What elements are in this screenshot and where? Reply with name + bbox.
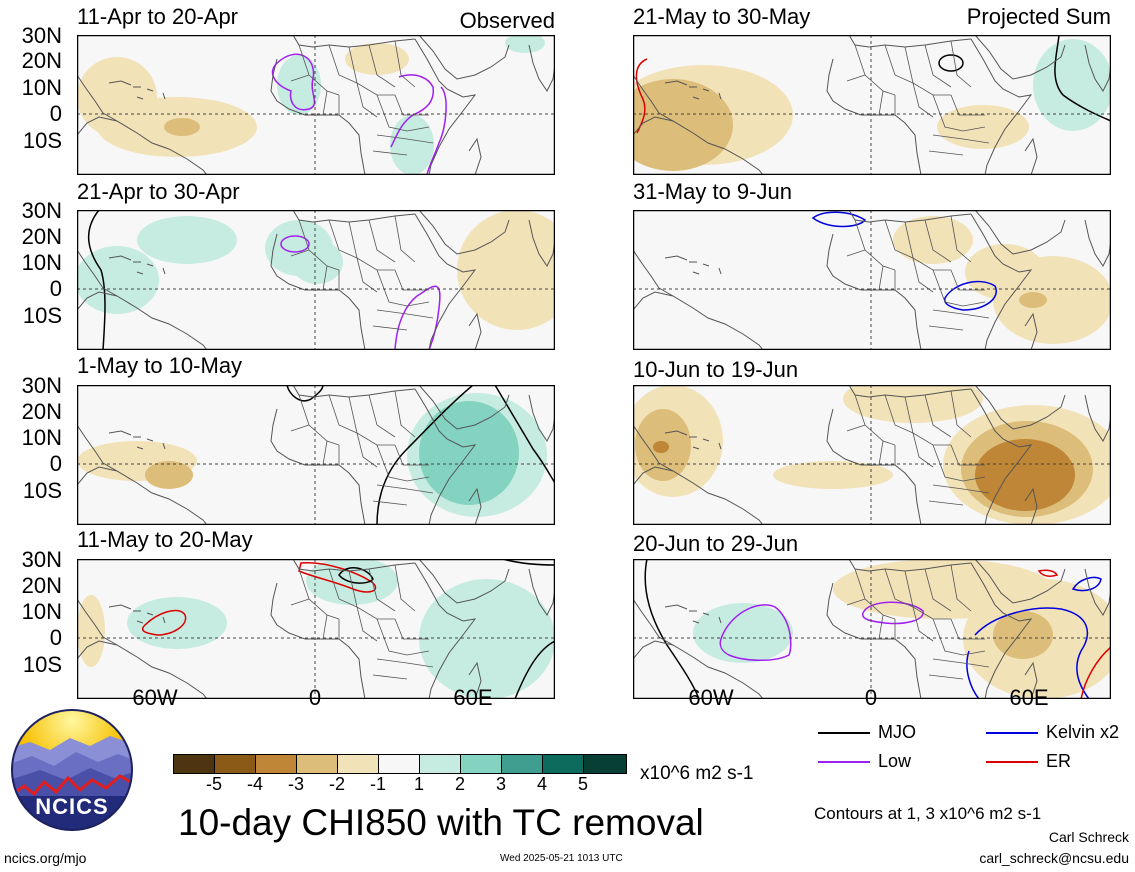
lat-label: 10N (21, 250, 62, 275)
lon-label: 60E (453, 685, 493, 710)
colorbar-tick: 2 (454, 774, 465, 794)
lat-label: 0 (49, 101, 62, 126)
colorbar-tick: -4 (246, 774, 263, 794)
timestamp: Wed 2025-05-21 1013 UTC (500, 853, 623, 864)
legend-line-kelvin (986, 732, 1038, 734)
colorbar-swatch (297, 755, 338, 773)
map-panel-right-1 (633, 35, 1111, 175)
lon-label: 60W (688, 685, 734, 710)
colorbar-swatch (502, 755, 543, 773)
lat-label: 30N (21, 198, 62, 223)
source-url[interactable]: ncics.org/mjo (4, 850, 87, 866)
lat-label: 10S (22, 652, 62, 677)
observed-label: Observed (459, 8, 555, 33)
map-panel-left-3 (77, 385, 555, 525)
lat-label: 10N (21, 599, 62, 624)
colorbar-swatch (256, 755, 297, 773)
colorbar-swatch (338, 755, 379, 773)
panel-title-right-1: 21-May to 30-May (633, 4, 811, 29)
legend-label-er: ER (1046, 751, 1072, 771)
colorbar-swatch (584, 755, 626, 773)
lat-label: 10N (21, 75, 62, 100)
logo-text: NCICS (35, 794, 109, 819)
colorbar-swatch (461, 755, 502, 773)
panel-title-left-3: 1-May to 10-May (77, 353, 243, 378)
colorbar-swatch (379, 755, 420, 773)
lon-label: 0 (864, 685, 878, 710)
legend-label-kelvin: Kelvin x2 (1046, 722, 1120, 742)
colorbar-tick: 3 (495, 774, 506, 794)
panel-title-left-2: 21-Apr to 30-Apr (77, 179, 240, 204)
colorbar-tick: 1 (413, 774, 424, 794)
lon-label: 0 (308, 685, 322, 710)
panel-title-right-3: 10-Jun to 19-Jun (633, 357, 799, 382)
lon-label: 60W (132, 685, 178, 710)
lat-label: 10S (22, 478, 62, 503)
map-panel-right-4 (633, 559, 1111, 699)
colorbar (173, 754, 627, 774)
colorbar-swatch (174, 755, 215, 773)
contour-note: Contours at 1, 3 x10^6 m2 s-1 (814, 804, 1042, 823)
colorbar-tick: 5 (577, 774, 588, 794)
lat-label: 20N (21, 573, 62, 598)
colorbar-tick: -2 (328, 774, 345, 794)
legend-line-mjo (818, 732, 870, 734)
colorbar-tick: -1 (369, 774, 386, 794)
ncics-logo: NCICS (10, 708, 134, 832)
lat-label: 30N (21, 23, 62, 48)
units-label: x10^6 m2 s-1 (640, 763, 754, 784)
colorbar-swatch (215, 755, 256, 773)
map-panel-right-2 (633, 210, 1111, 350)
main-title: 10-day CHI850 with TC removal (178, 802, 704, 843)
panel-title-right-2: 31-May to 9-Jun (633, 179, 792, 204)
colorbar-swatch (543, 755, 584, 773)
lat-label: 10S (22, 128, 62, 153)
lat-label: 20N (21, 48, 62, 73)
legend-line-low (818, 761, 870, 763)
map-panel-left-4 (77, 559, 555, 699)
lat-label: 0 (49, 625, 62, 650)
panel-title-left-1: 11-Apr to 20-Apr (77, 4, 239, 29)
lat-label: 30N (21, 373, 62, 398)
legend-label-low: Low (878, 751, 912, 771)
author-email[interactable]: carl_schreck@ncsu.edu (979, 850, 1129, 866)
panel-title-right-4: 20-Jun to 29-Jun (633, 531, 799, 556)
lat-label: 0 (49, 276, 62, 301)
author-name: Carl Schreck (1048, 829, 1129, 845)
lat-label: 20N (21, 399, 62, 424)
map-panel-right-3 (633, 385, 1111, 525)
lat-label: 0 (49, 451, 62, 476)
legend-line-er (986, 761, 1038, 763)
map-panel-left-2 (77, 210, 555, 350)
legend-label-mjo: MJO (878, 722, 916, 742)
panel-title-left-4: 11-May to 20-May (77, 527, 253, 552)
lat-label: 20N (21, 224, 62, 249)
lat-label: 10S (22, 303, 62, 328)
lat-label: 10N (21, 425, 62, 450)
projected-label: Projected Sum (966, 4, 1111, 29)
lon-label: 60E (1009, 685, 1049, 710)
colorbar-tick: -5 (205, 774, 222, 794)
map-panel-left-1 (77, 35, 555, 175)
colorbar-swatch (420, 755, 461, 773)
lat-label: 30N (21, 547, 62, 572)
colorbar-tick: 4 (536, 774, 547, 794)
colorbar-tick: -3 (287, 774, 304, 794)
